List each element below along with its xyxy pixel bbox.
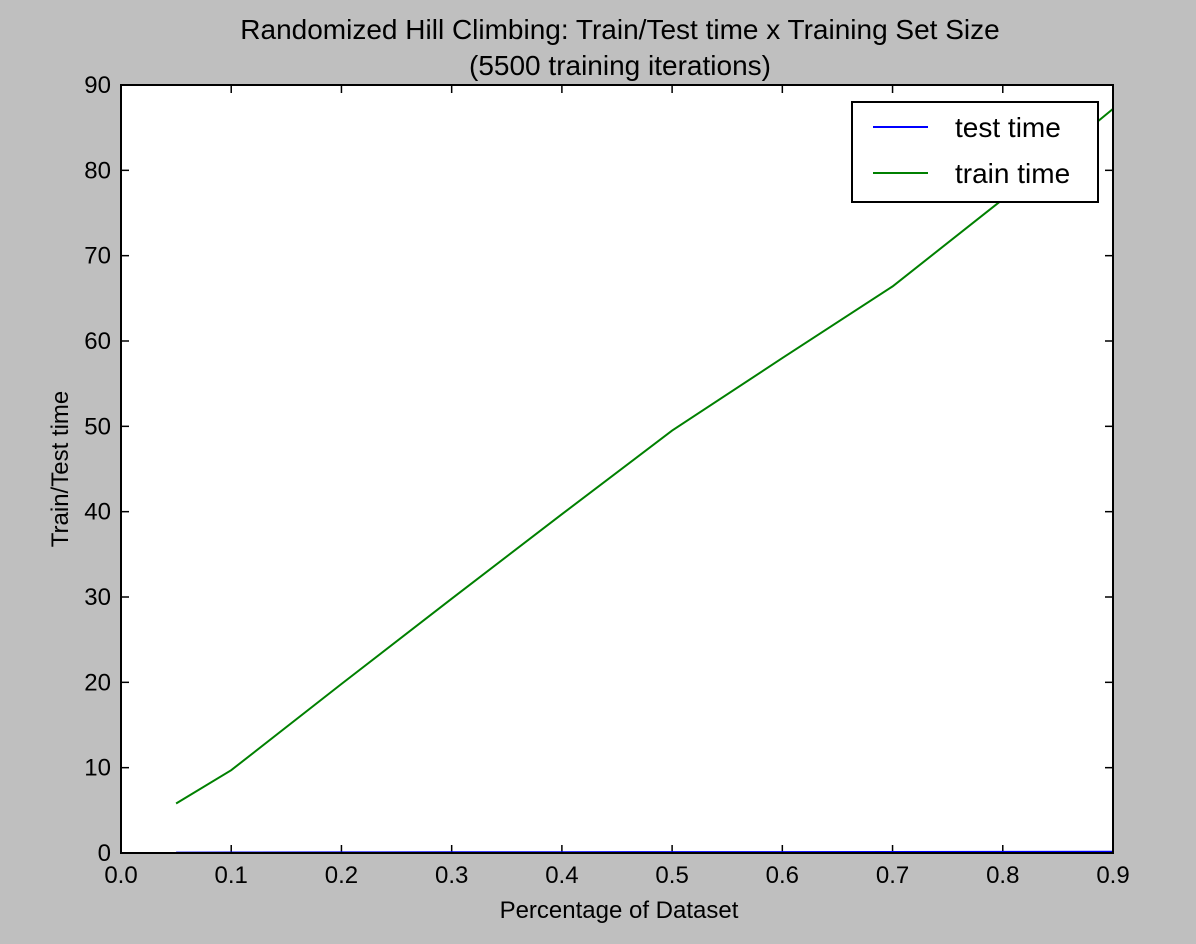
- x-tick-label: 0.1: [215, 862, 248, 889]
- x-tick-labels: 0.0 0.1 0.2 0.3 0.4 0.5 0.6 0.7 0.8 0.9: [104, 862, 1129, 889]
- x-tick-label: 0.9: [1096, 862, 1129, 889]
- x-tick-label: 0.5: [655, 862, 688, 889]
- y-tick-label: 20: [84, 669, 111, 696]
- y-tick-label: 50: [84, 413, 111, 440]
- x-tick-label: 0.3: [435, 862, 468, 889]
- chart-subtitle: (5500 training iterations): [469, 50, 771, 81]
- y-tick-label: 90: [84, 72, 111, 99]
- y-tick-label: 30: [84, 584, 111, 611]
- y-tick-label: 80: [84, 157, 111, 184]
- legend-train-time-label: train time: [955, 158, 1070, 189]
- legend-test-time-label: test time: [955, 112, 1061, 143]
- plot-frame: [120, 84, 1114, 854]
- legend: test time train time: [851, 101, 1099, 203]
- y-tick-label: 70: [84, 243, 111, 270]
- train-time-line: [175, 108, 1114, 805]
- x-tick-label: 0.7: [876, 862, 909, 889]
- x-tick-label: 0.8: [986, 862, 1019, 889]
- x-tick-label: 0.4: [545, 862, 578, 889]
- x-axis-label: Percentage of Dataset: [500, 897, 739, 924]
- x-tick-label: 0.0: [104, 862, 137, 889]
- y-tick-label: 60: [84, 328, 111, 355]
- y-tick-label: 10: [84, 755, 111, 782]
- y-tick-label: 40: [84, 499, 111, 526]
- x-tick-label: 0.2: [325, 862, 358, 889]
- y-tick-label: 0: [98, 840, 111, 867]
- x-tick-label: 0.6: [766, 862, 799, 889]
- y-axis-label: Train/Test time: [47, 391, 74, 547]
- chart-title: Randomized Hill Climbing: Train/Test tim…: [240, 14, 999, 45]
- legend-box: [851, 101, 1099, 203]
- plot-area: [121, 85, 1113, 853]
- y-tick-labels: 0 10 20 30 40 50 60 70 80 90: [84, 72, 111, 867]
